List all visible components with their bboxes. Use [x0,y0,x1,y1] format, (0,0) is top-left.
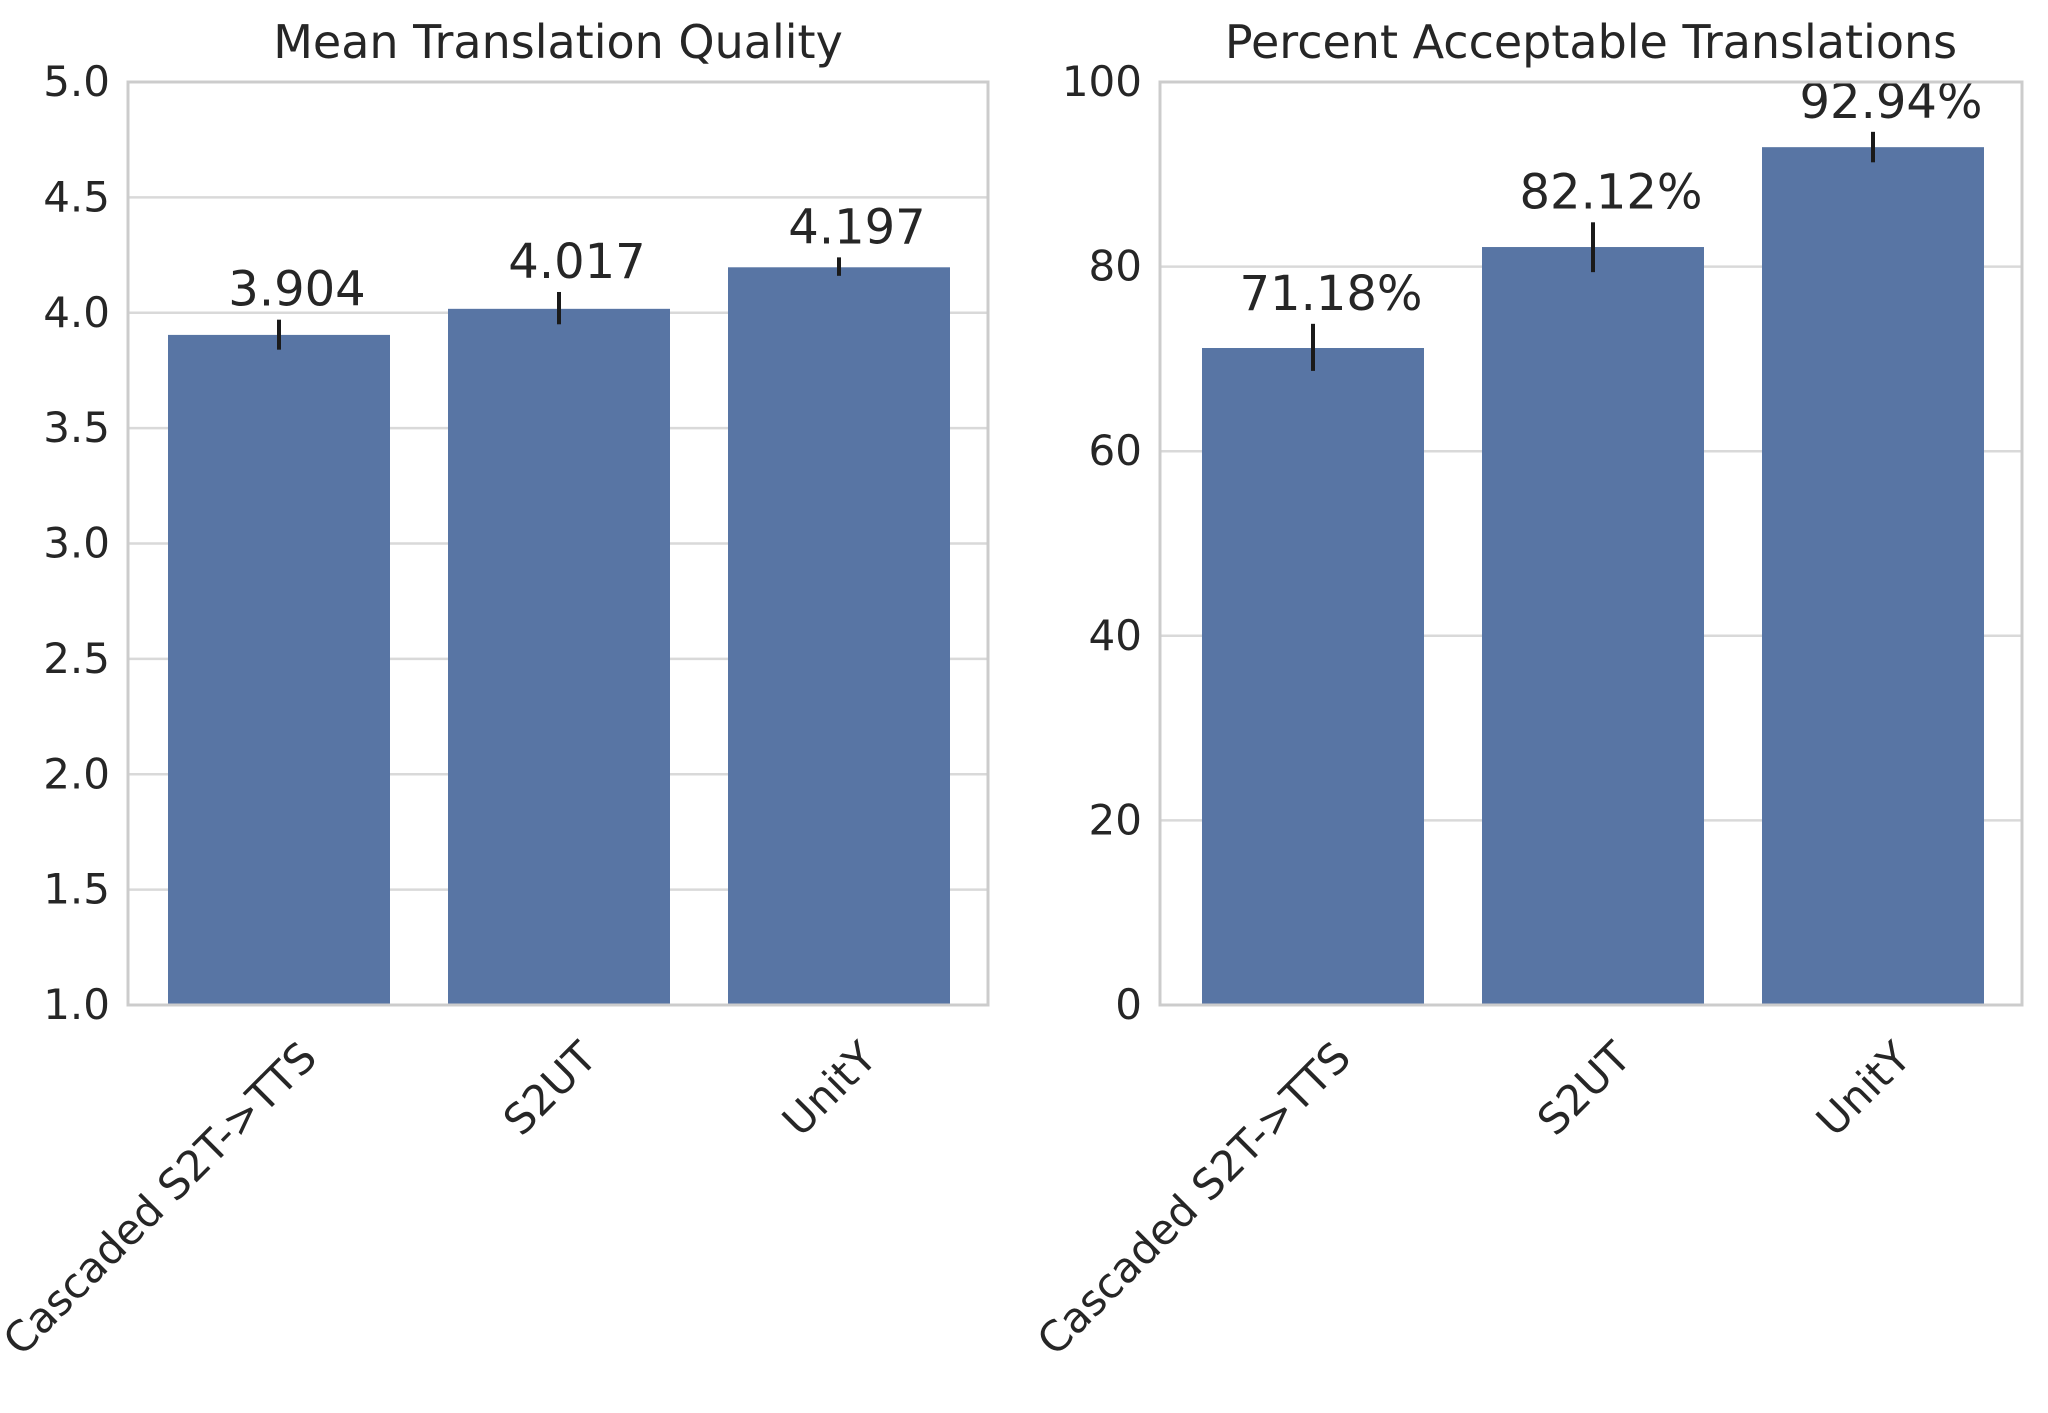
chart-panel-mean-quality: Mean Translation Quality 1.0 1.5 2.0 2.5 3.0… [0,15,990,1365]
data-label: 4.017 [508,234,645,290]
x-tick-label: UnitY [1807,1032,1920,1145]
y-tick-label: 3.5 [43,403,110,452]
x-tick-label: Cascaded S2T->TTS [1028,1032,1360,1364]
chart-title: Percent Acceptable Translations [1225,15,1957,69]
data-label: 71.18% [1239,266,1422,322]
y-tick-label: 40 [1089,611,1142,660]
data-label: 82.12% [1519,164,1702,220]
x-tick-label: UnitY [773,1032,886,1145]
y-tick-label: 80 [1089,242,1142,291]
x-tick-label: S2UT [494,1032,607,1145]
bar [1202,348,1424,1005]
y-tick-label: 3.0 [43,519,110,568]
y-tick-label: 4.5 [43,172,110,221]
y-tick-label: 4.0 [43,288,110,337]
y-tick-label: 2.5 [43,634,110,683]
plot-frame [126,80,990,1007]
y-tick-label: 5.0 [43,57,110,106]
chart-title: Mean Translation Quality [273,15,843,69]
y-tick-label: 1.0 [43,980,110,1029]
y-tick-label: 0 [1115,980,1142,1029]
bar [1482,247,1704,1005]
bar [728,267,950,1005]
y-tick-label: 20 [1089,795,1142,844]
y-tick-label: 100 [1062,57,1142,106]
chart-panel-percent-acceptable: Percent Acceptable Translations 0 20 40 60 8… [1028,15,2024,1365]
y-tick-label: 60 [1089,426,1142,475]
x-tick-label: Cascaded S2T->TTS [0,1032,326,1364]
y-tick-label: 1.5 [43,865,110,914]
plot-frame [1158,80,2024,1007]
bar [448,308,670,1005]
bar [168,334,390,1006]
data-label: 4.197 [788,199,925,255]
y-tick-label: 2.0 [43,749,110,798]
x-tick-label: S2UT [1528,1032,1641,1145]
data-label: 3.904 [228,262,365,318]
bar [1762,147,1984,1005]
